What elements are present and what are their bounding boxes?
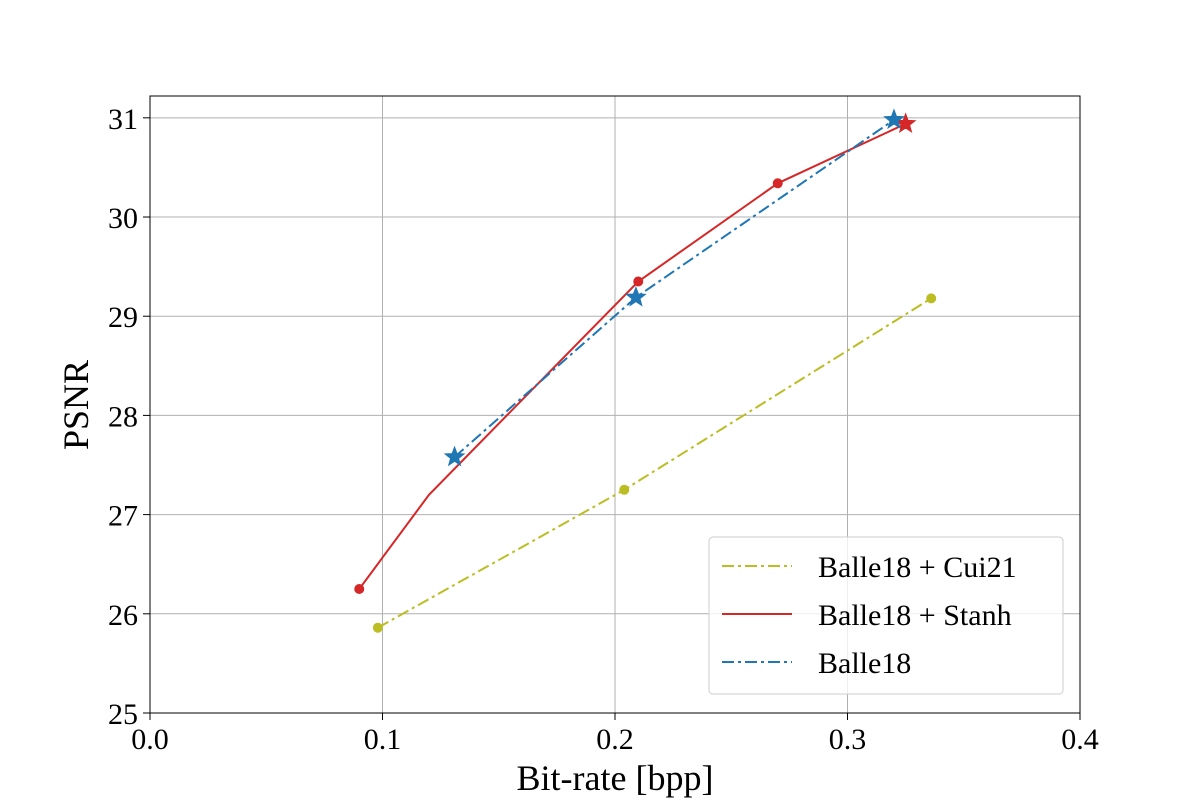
star-marker xyxy=(443,445,466,467)
y-tick-label: 26 xyxy=(108,599,138,632)
legend-label: Balle18 xyxy=(818,647,911,680)
circle-marker xyxy=(372,622,383,633)
series-3 xyxy=(443,108,905,467)
circle-marker xyxy=(354,584,365,595)
legend-label: Balle18 + Cui21 xyxy=(818,551,1017,584)
y-tick-label: 27 xyxy=(108,500,138,533)
series-1 xyxy=(372,293,937,633)
x-tick-label: 0.3 xyxy=(829,723,867,756)
x-axis-title: Bit-rate [bpp] xyxy=(517,758,714,798)
legend: Balle18 + Cui21 Balle18 + Stanh Balle18 xyxy=(708,536,1064,695)
circle-marker xyxy=(926,293,937,304)
circle-marker xyxy=(633,276,644,287)
circle-marker xyxy=(772,178,783,189)
y-tick-label: 28 xyxy=(108,400,138,433)
series-layer xyxy=(354,108,937,633)
y-tick-label: 30 xyxy=(108,202,138,235)
series-line xyxy=(358,122,907,590)
star-marker xyxy=(883,108,905,130)
x-tick-label: 0.0 xyxy=(131,723,169,756)
y-tick-label: 31 xyxy=(108,103,138,136)
y-tick-label: 29 xyxy=(108,301,138,334)
series-2 xyxy=(354,112,917,595)
legend-label: Balle18 + Stanh xyxy=(818,599,1012,632)
legend-box xyxy=(708,536,1064,695)
x-tick-label: 0.2 xyxy=(596,723,634,756)
star-marker xyxy=(625,285,647,307)
series-line xyxy=(453,118,895,458)
x-tick-label: 0.4 xyxy=(1061,723,1099,756)
y-axis-title: PSNR xyxy=(56,360,96,450)
circle-marker xyxy=(619,484,630,495)
ticks: 0.0 0.1 0.2 0.3 0.4 25 26 27 28 29 30 31 xyxy=(108,103,1099,756)
x-tick-label: 0.1 xyxy=(364,723,402,756)
y-tick-label: 25 xyxy=(108,698,138,731)
